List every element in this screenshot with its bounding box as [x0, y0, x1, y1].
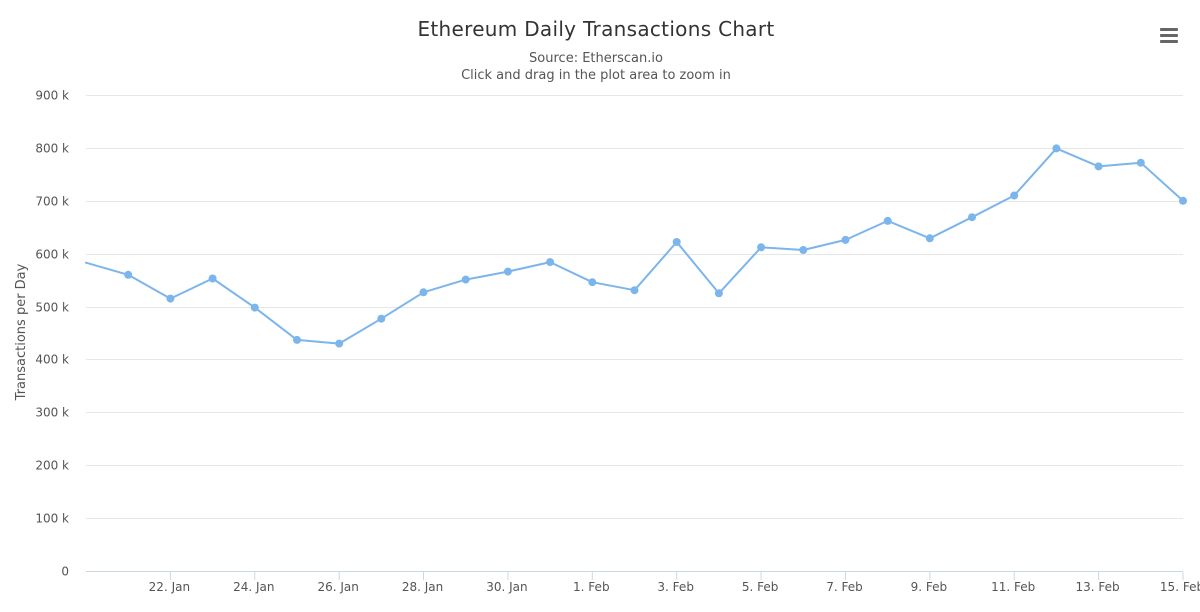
data-point[interactable] — [714, 289, 723, 298]
data-point[interactable] — [1136, 158, 1145, 167]
data-point[interactable] — [335, 339, 344, 348]
y-tick-label: 500 k — [35, 301, 69, 315]
hamburger-menu-icon-bar — [1160, 34, 1178, 37]
data-point[interactable] — [883, 216, 892, 225]
data-point[interactable] — [1179, 196, 1187, 205]
data-point[interactable] — [841, 235, 850, 244]
data-point[interactable] — [419, 288, 428, 297]
x-tick-label: 28. Jan — [402, 580, 443, 594]
y-tick-label: 900 k — [35, 89, 69, 103]
y-axis: 0 100 k 200 k 300 k 400 k 500 k 600 k 700 k 800 … — [35, 89, 69, 579]
y-tick-label: 200 k — [35, 459, 69, 473]
y-tick-label: 100 k — [35, 512, 69, 526]
data-point[interactable] — [630, 286, 639, 295]
x-tick-label: 15. Feb — [1160, 580, 1200, 594]
data-point[interactable] — [208, 274, 217, 283]
data-point[interactable] — [757, 243, 766, 252]
data-point[interactable] — [250, 303, 259, 312]
data-point[interactable] — [166, 294, 175, 303]
x-tick-label: 3. Feb — [657, 580, 694, 594]
hamburger-menu-icon — [1160, 28, 1178, 31]
x-tick-label: 5. Feb — [742, 580, 779, 594]
y-tick-label: 400 k — [35, 353, 69, 367]
data-point[interactable] — [1052, 144, 1061, 153]
x-tick-label: 24. Jan — [233, 580, 274, 594]
subtitle-source: Source: Etherscan.io — [529, 51, 663, 66]
x-tick-label: 30. Jan — [486, 580, 527, 594]
y-tick-label: 300 k — [35, 406, 69, 420]
y-tick-label: 700 k — [35, 195, 69, 209]
data-point[interactable] — [503, 267, 512, 276]
subtitle-zoom-hint: Click and drag in the plot area to zoom … — [461, 68, 731, 83]
x-axis: 22. Jan 24. Jan 26. Jan 28. Jan 30. Jan 1. Fe… — [86, 571, 1200, 594]
data-point[interactable] — [546, 258, 555, 267]
x-tick-label: 7. Feb — [826, 580, 863, 594]
y-tick-label: 600 k — [35, 248, 69, 262]
x-tick-label: 11. Feb — [991, 580, 1035, 594]
chart-subtitle: Source: Etherscan.io Click and drag in t… — [0, 50, 1192, 84]
x-tick-label: 1. Feb — [573, 580, 610, 594]
hamburger-menu-icon-bar — [1160, 40, 1178, 43]
series-layer[interactable] — [85, 144, 1187, 348]
data-point[interactable] — [968, 213, 976, 222]
data-point[interactable] — [377, 314, 386, 323]
y-tick-label: 0 — [61, 565, 69, 579]
data-point[interactable] — [124, 270, 133, 279]
chart-title: Ethereum Daily Transactions Chart — [417, 17, 775, 41]
x-tick-label: 22. Jan — [149, 580, 190, 594]
data-point[interactable] — [1094, 162, 1103, 171]
y-axis-title: Transactions per Day — [14, 263, 29, 401]
grid-layer — [86, 95, 1183, 519]
data-point[interactable] — [1010, 191, 1019, 200]
x-tick-label: 13. Feb — [1076, 580, 1120, 594]
data-point[interactable] — [799, 246, 808, 254]
series-line — [85, 147, 1184, 345]
data-point[interactable] — [672, 238, 681, 246]
x-tick-label: 9. Feb — [911, 580, 948, 594]
data-point[interactable] — [293, 335, 301, 344]
data-point[interactable] — [925, 234, 934, 243]
data-point[interactable] — [588, 278, 597, 287]
chart-context-menu-button[interactable] — [1158, 26, 1182, 46]
x-tick-label: 26. Jan — [317, 580, 358, 594]
y-tick-label: 800 k — [35, 142, 69, 156]
data-point[interactable] — [461, 275, 470, 284]
